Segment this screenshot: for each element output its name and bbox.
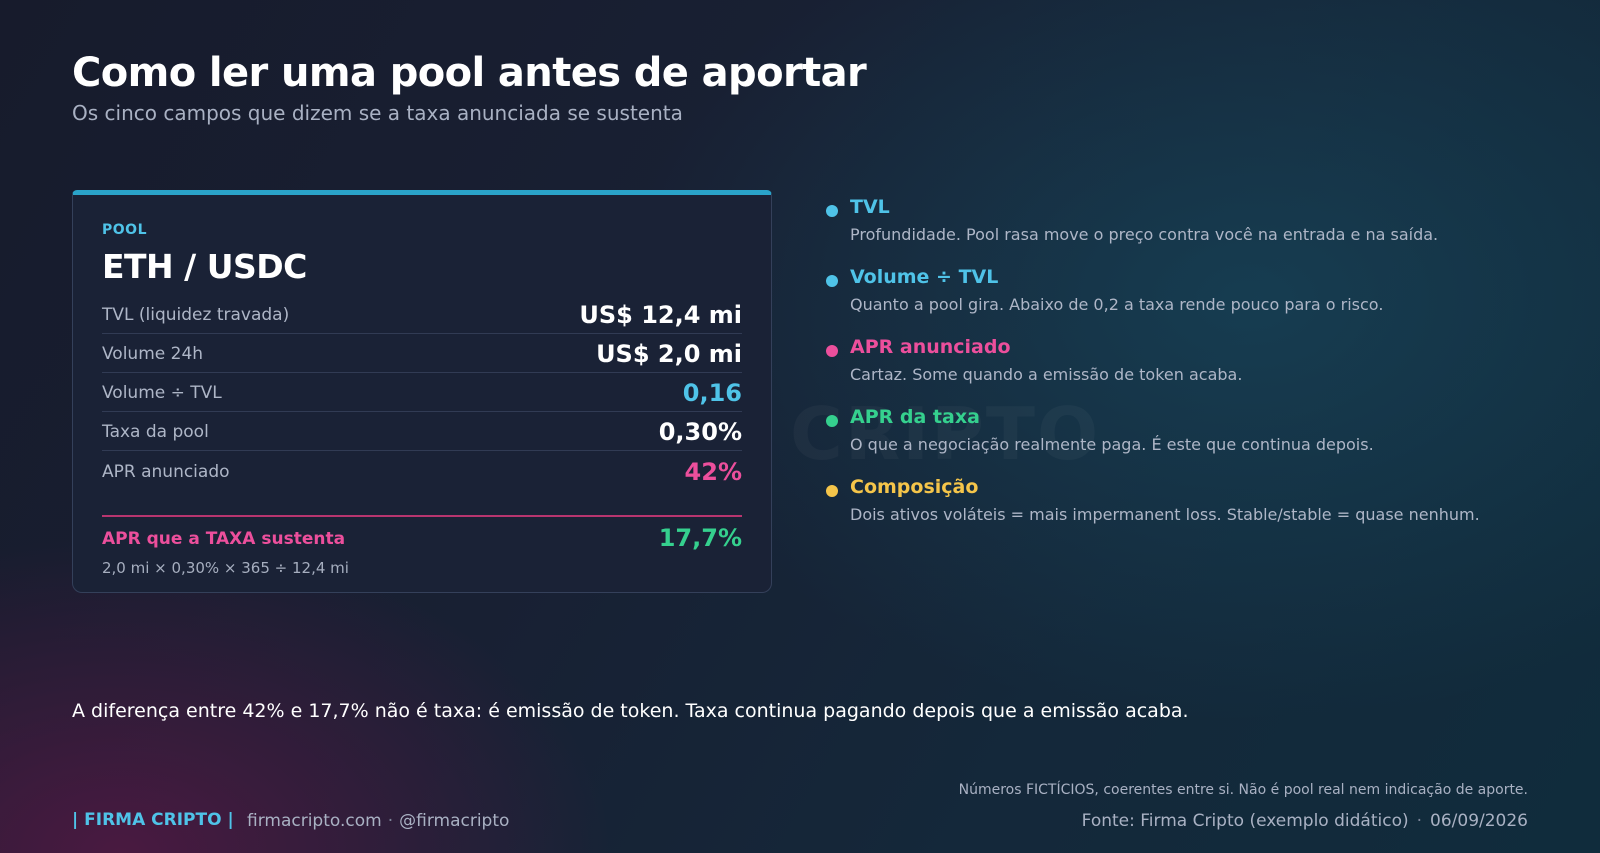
pool-pair: ETH / USDC xyxy=(102,247,307,286)
disclaimer: Números FICTÍCIOS, coerentes entre si. N… xyxy=(958,782,1528,798)
separator: · xyxy=(387,811,394,831)
metric-label: TVL (liquidez travada) xyxy=(102,305,290,325)
date-text: 06/09/2026 xyxy=(1430,811,1528,831)
legend-title: Composição xyxy=(850,476,979,498)
legend-title: APR da taxa xyxy=(850,406,980,428)
page-subtitle: Os cinco campos que dizem se a taxa anun… xyxy=(72,101,683,125)
bullet-dot-icon xyxy=(826,205,838,217)
source-line: Fonte: Firma Cripto (exemplo didático) · 0… xyxy=(1082,811,1528,831)
legend-title: APR anunciado xyxy=(850,336,1011,358)
metric-value: US$ 2,0 mi xyxy=(596,340,742,368)
pool-metrics: TVL (liquidez travada) US$ 12,4 mi Volum… xyxy=(102,295,742,490)
bullet-dot-icon xyxy=(826,345,838,357)
legend-description: Quanto a pool gira. Abaixo de 0,2 a taxa… xyxy=(850,295,1384,314)
bullet-dot-icon xyxy=(826,275,838,287)
legend-title: TVL xyxy=(850,196,890,218)
legend-item-composition: Composição Dois ativos voláteis = mais i… xyxy=(826,476,1546,546)
legend-description: Profundidade. Pool rasa move o preço con… xyxy=(850,225,1439,244)
site-link[interactable]: firmacripto.com xyxy=(247,811,382,831)
legend-description: O que a negociação realmente paga. É est… xyxy=(850,435,1374,454)
metric-row-volume: Volume 24h US$ 2,0 mi xyxy=(102,334,742,373)
site-links: firmacripto.com · @firmacripto xyxy=(247,811,509,831)
metric-row-tvl: TVL (liquidez travada) US$ 12,4 mi xyxy=(102,295,742,334)
metric-value: 0,30% xyxy=(658,418,742,446)
legend-item-volume-tvl: Volume ÷ TVL Quanto a pool gira. Abaixo … xyxy=(826,266,1546,336)
sustained-apr-value: 17,7% xyxy=(658,524,742,552)
field-legend: TVL Profundidade. Pool rasa move o preço… xyxy=(826,196,1546,546)
metric-label: Volume ÷ TVL xyxy=(102,383,222,403)
page-title: Como ler uma pool antes de aportar xyxy=(72,50,867,96)
metric-value: US$ 12,4 mi xyxy=(579,301,742,329)
divider xyxy=(102,515,742,517)
apr-formula: 2,0 mi × 0,30% × 365 ÷ 12,4 mi xyxy=(102,559,349,577)
brand-logo: | FIRMA CRIPTO | xyxy=(72,810,234,830)
pool-label: POOL xyxy=(102,222,147,238)
legend-item-tvl: TVL Profundidade. Pool rasa move o preço… xyxy=(826,196,1546,266)
legend-title: Volume ÷ TVL xyxy=(850,266,999,288)
sustained-apr-label: APR que a TAXA sustenta xyxy=(102,529,346,549)
legend-item-apr-announced: APR anunciado Cartaz. Some quando a emis… xyxy=(826,336,1546,406)
metric-label: APR anunciado xyxy=(102,461,230,482)
metric-row-volume-tvl: Volume ÷ TVL 0,16 xyxy=(102,373,742,412)
bullet-dot-icon xyxy=(826,485,838,497)
bullet-dot-icon xyxy=(826,415,838,427)
metric-label: Taxa da pool xyxy=(102,422,209,442)
legend-item-apr-fee: APR da taxa O que a negociação realmente… xyxy=(826,406,1546,476)
social-handle-link[interactable]: @firmacripto xyxy=(399,811,510,831)
separator: · xyxy=(1416,811,1423,831)
metric-row-apr: APR anunciado 42% xyxy=(102,451,742,490)
metric-label: Volume 24h xyxy=(102,344,204,364)
legend-description: Dois ativos voláteis = mais impermanent … xyxy=(850,505,1480,524)
metric-value: 42% xyxy=(684,457,742,486)
metric-row-fee: Taxa da pool 0,30% xyxy=(102,412,742,451)
pool-card: POOL ETH / USDC TVL (liquidez travada) U… xyxy=(72,190,772,593)
takeaway-text: A diferença entre 42% e 17,7% não é taxa… xyxy=(72,700,1189,722)
source-text: Fonte: Firma Cripto (exemplo didático) xyxy=(1081,811,1409,831)
legend-description: Cartaz. Some quando a emissão de token a… xyxy=(850,365,1243,384)
metric-value: 0,16 xyxy=(682,379,742,407)
